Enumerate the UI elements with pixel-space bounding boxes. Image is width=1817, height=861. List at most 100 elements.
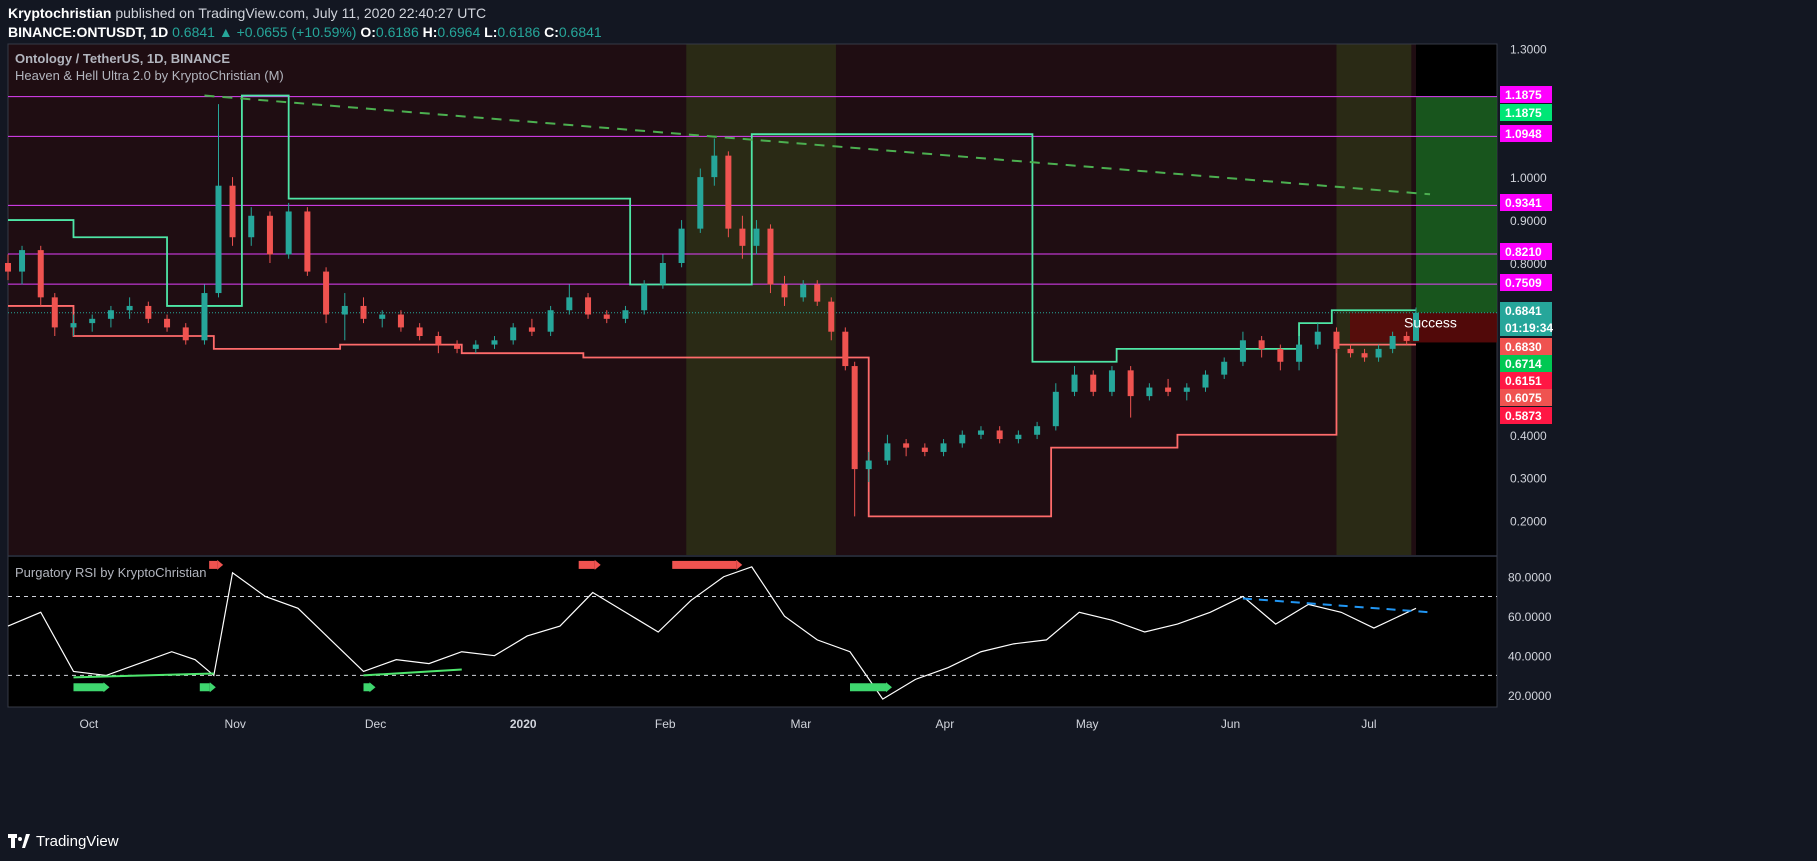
candle-body [19, 250, 26, 272]
y-tick-label: 0.4000 [1510, 429, 1547, 443]
candle-33 [603, 310, 610, 324]
price-label-4: 0.8210 [1500, 243, 1552, 260]
y-tick-label: 0.9000 [1510, 214, 1547, 228]
candle-63 [1108, 366, 1115, 397]
candle-7 [126, 297, 133, 319]
candle-body [711, 155, 718, 178]
candle-body [697, 177, 704, 229]
signal-marker-bar [199, 683, 210, 692]
candle-body [454, 344, 461, 349]
candle-body [266, 215, 273, 255]
candle-body [1165, 387, 1172, 392]
candle-24 [435, 331, 442, 354]
price-label-7: 01:19:34 [1500, 319, 1553, 336]
signal-arrow-icon [217, 559, 224, 570]
candle-62 [1090, 370, 1097, 397]
close-value: 0.6841 [558, 24, 602, 40]
candle-38 [697, 168, 704, 233]
candle-body [1258, 340, 1265, 349]
y-tick-label: 1.3000 [1510, 42, 1547, 56]
rsi-tick-label: 60.0000 [1508, 610, 1552, 624]
signal-arrow-icon [594, 559, 601, 570]
candle-10 [182, 323, 189, 345]
candle-9 [164, 314, 171, 332]
candle-body [739, 228, 746, 246]
price-label-bg [1500, 243, 1552, 260]
candle-body [70, 323, 77, 328]
price-label-12: 0.5873 [1500, 407, 1552, 424]
open-label: O: [360, 24, 376, 40]
candle-body [977, 430, 984, 435]
candle-30 [547, 305, 554, 336]
candle-body [603, 314, 610, 319]
indicator-title: Heaven & Hell Ultra 2.0 by KryptoChristi… [15, 68, 284, 83]
signal-arrow-icon [885, 682, 892, 693]
signal-marker-bar [209, 560, 218, 569]
candle-43 [767, 224, 774, 294]
price-label-6: 0.6841 [1500, 302, 1552, 319]
candle-20 [360, 297, 367, 324]
y-tick-label: 0.2000 [1510, 515, 1547, 529]
candle-1 [19, 245, 26, 285]
candle-body [921, 447, 928, 452]
candle-body [1052, 391, 1059, 427]
candle-body [1015, 434, 1022, 440]
candle-6 [107, 305, 114, 328]
candle-body [753, 228, 760, 246]
candle-body [491, 340, 498, 345]
candle-body [285, 211, 292, 255]
sell-signal-2 [578, 559, 601, 570]
price-change: +0.0655 (+10.59%) [236, 24, 357, 40]
candle-73 [1296, 336, 1303, 371]
candle-66 [1165, 378, 1172, 397]
candle-body [959, 434, 966, 444]
candle-body [884, 443, 891, 461]
candle-80 [1403, 331, 1410, 345]
candle-59 [1034, 421, 1041, 440]
rsi-divergence-1 [73, 672, 214, 679]
highlight-zone-1 [1336, 44, 1412, 555]
price-label-11: 0.6075 [1500, 389, 1552, 406]
candle-body [547, 310, 554, 332]
tradingview-logo-icon [8, 834, 30, 848]
price-label-bg [1500, 302, 1552, 319]
candle-body [215, 185, 222, 294]
candle-15 [266, 211, 273, 263]
candle-37 [678, 220, 685, 268]
stop-zone [1350, 312, 1497, 343]
candle-48 [842, 327, 849, 371]
author-name[interactable]: Kryptochristian [8, 5, 112, 21]
candle-body [1071, 374, 1078, 392]
candle-body [800, 284, 807, 298]
price-label-text: 0.6841 [1505, 304, 1542, 318]
price-label-text: 1.1875 [1505, 88, 1542, 102]
price-label-text: 0.8210 [1505, 245, 1542, 259]
price-label-text: 0.6830 [1505, 340, 1542, 354]
candle-body [767, 228, 774, 285]
candle-49 [851, 361, 858, 517]
candle-29 [528, 318, 535, 336]
candle-61 [1071, 366, 1078, 397]
candle-56 [977, 426, 984, 440]
candle-51 [884, 434, 891, 465]
candle-39 [711, 138, 718, 186]
candle-34 [622, 305, 629, 324]
price-label-text: 1.1875 [1505, 106, 1542, 120]
buy-signal-4 [849, 682, 892, 693]
candle-body [678, 228, 685, 263]
price-label-bg [1500, 389, 1552, 406]
candle-body [1090, 374, 1097, 392]
candle-45 [800, 280, 807, 302]
brand-name[interactable]: TradingView [36, 832, 119, 850]
candle-65 [1146, 383, 1153, 401]
price-label-8: 0.6830 [1500, 338, 1552, 355]
rsi-tick-label: 20.0000 [1508, 689, 1552, 703]
candle-27 [491, 336, 498, 349]
candle-body [725, 155, 732, 229]
candle-body [1403, 336, 1410, 341]
success-annotation: Success [1404, 314, 1457, 330]
candle-78 [1375, 344, 1382, 362]
candle-22 [397, 310, 404, 332]
candle-body [940, 443, 947, 452]
